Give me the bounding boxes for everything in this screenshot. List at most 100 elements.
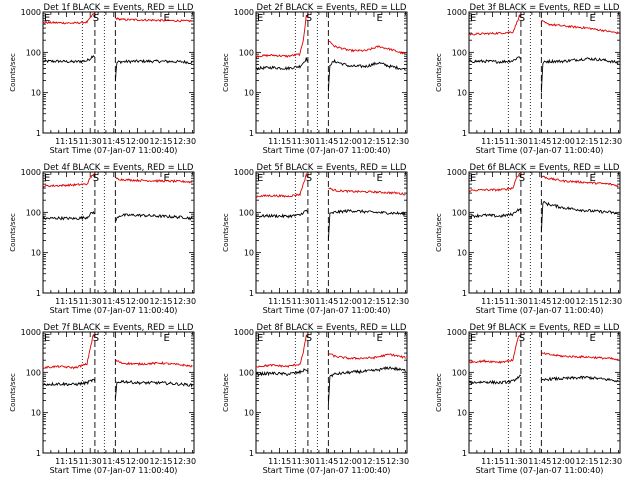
- series-events-line: [468, 208, 522, 219]
- y-tick-label: 1: [462, 289, 467, 298]
- x-axis-label: Start Time (07-Jan-07 11:00:40): [263, 466, 391, 475]
- event-marker-label: E: [470, 13, 476, 24]
- series-lld-line: [328, 352, 406, 360]
- y-axis-label: Counts/sec: [9, 213, 17, 252]
- series-lld-line: [468, 334, 522, 364]
- y-tick-label: 100: [26, 48, 41, 57]
- x-tick-label: 12:15: [575, 457, 598, 466]
- event-marker-label: S: [519, 13, 525, 24]
- panel-title: Det 5f BLACK = Events, RED = LLD: [257, 163, 407, 173]
- series-events-line: [114, 379, 193, 400]
- x-tick-label: 12:30: [173, 137, 196, 146]
- series-events-line: [468, 374, 522, 386]
- x-tick-label: 11:45: [102, 137, 125, 146]
- y-tick-label: 100: [26, 208, 41, 217]
- series-lld-line: [328, 40, 406, 55]
- y-tick-label: 1: [462, 129, 467, 138]
- x-tick-label: 12:00: [126, 137, 149, 146]
- y-tick-label: 100: [452, 208, 467, 217]
- series-lld-line: [42, 172, 96, 188]
- x-tick-label: 12:00: [339, 297, 362, 306]
- panel-det-7f: Det 7f BLACK = Events, RED = LLD 1 10 100 10…: [9, 323, 196, 475]
- x-axis-label: Start Time (07-Jan-07 11:00:40): [476, 146, 604, 155]
- x-tick-label: 12:00: [552, 297, 575, 306]
- x-tick-label: 12:15: [362, 137, 385, 146]
- x-tick-label: 11:15: [481, 457, 504, 466]
- x-tick-label: 11:15: [55, 137, 78, 146]
- x-tick-label: 11:45: [528, 457, 551, 466]
- y-tick-label: 1: [36, 289, 41, 298]
- series-lld-line: [541, 19, 619, 35]
- x-tick-label: 12:00: [552, 457, 575, 466]
- x-tick-label: 11:45: [315, 137, 338, 146]
- event-marker-label: E: [377, 13, 383, 24]
- x-tick-label: 12:15: [149, 137, 172, 146]
- event-marker-label: E: [590, 13, 596, 24]
- y-tick-label: 1000: [447, 168, 467, 177]
- series-events-line: [255, 57, 308, 71]
- panel-title: Det 7f BLACK = Events, RED = LLD: [44, 323, 194, 333]
- panel-title: Det 1f BLACK = Events, RED = LLD: [44, 3, 194, 13]
- x-tick-label: 12:30: [599, 457, 622, 466]
- event-marker-label: S: [93, 333, 99, 344]
- panel-title: Det 6f BLACK = Events, RED = LLD: [470, 163, 620, 173]
- series-lld-line: [255, 172, 309, 198]
- x-tick-label: 12:00: [552, 137, 575, 146]
- y-tick-label: 1: [36, 129, 41, 138]
- x-axis-label: Start Time (07-Jan-07 11:00:40): [263, 306, 391, 315]
- event-marker-label: S: [306, 333, 312, 344]
- x-tick-label: 12:15: [575, 297, 598, 306]
- event-marker-label: E: [377, 173, 383, 184]
- x-tick-label: 12:30: [386, 457, 409, 466]
- event-marker-label: S: [306, 13, 312, 24]
- x-tick-label: 11:45: [102, 297, 125, 306]
- x-tick-label: 11:30: [292, 297, 315, 306]
- plot-frame: [42, 11, 195, 134]
- y-tick-label: 1: [249, 449, 254, 458]
- y-axis-label: Counts/sec: [435, 53, 443, 92]
- event-marker-label: S: [93, 173, 99, 184]
- x-tick-label: 11:30: [292, 457, 315, 466]
- y-tick-label: 1: [249, 289, 254, 298]
- series-lld-line: [256, 334, 309, 368]
- series-lld-line: [42, 12, 96, 25]
- x-axis-label: Start Time (07-Jan-07 11:00:40): [476, 466, 604, 475]
- event-marker-label: S: [93, 13, 99, 24]
- panel-det-6f: Det 6f BLACK = Events, RED = LLD 1 10 100 10…: [435, 163, 622, 315]
- event-marker-label: E: [590, 173, 596, 184]
- plot-frame: [468, 11, 621, 134]
- series-events-line: [327, 208, 406, 241]
- y-tick-label: 100: [26, 368, 41, 377]
- series-events-line: [540, 57, 619, 93]
- x-tick-label: 11:15: [55, 297, 78, 306]
- x-tick-label: 11:15: [268, 457, 291, 466]
- panel-det-1f: Det 1f BLACK = Events, RED = LLD 1 10 100 10…: [9, 3, 196, 155]
- plot-frame: [468, 331, 621, 454]
- event-marker-label: E: [44, 173, 50, 184]
- y-tick-label: 1000: [234, 8, 254, 17]
- x-tick-label: 11:30: [79, 457, 102, 466]
- x-tick-label: 11:30: [505, 457, 528, 466]
- y-tick-label: 10: [457, 89, 467, 98]
- series-events-line: [114, 58, 193, 82]
- y-tick-label: 100: [452, 48, 467, 57]
- y-axis-label: Counts/sec: [9, 373, 17, 412]
- x-tick-label: 12:00: [126, 457, 149, 466]
- y-tick-label: 1000: [234, 168, 254, 177]
- x-axis-label: Start Time (07-Jan-07 11:00:40): [50, 306, 178, 315]
- y-tick-label: 1000: [21, 168, 41, 177]
- series-events-line: [541, 375, 619, 383]
- x-tick-label: 11:45: [528, 297, 551, 306]
- y-tick-label: 10: [457, 249, 467, 258]
- series-events-line: [115, 213, 193, 222]
- y-tick-label: 1000: [21, 8, 41, 17]
- series-lld-line: [42, 333, 96, 370]
- x-tick-label: 11:30: [292, 137, 315, 146]
- event-marker-label: E: [44, 13, 50, 24]
- x-tick-label: 11:15: [481, 297, 504, 306]
- y-tick-label: 10: [244, 409, 254, 418]
- plot-frame: [255, 331, 408, 454]
- event-marker-label: S: [519, 173, 525, 184]
- x-tick-label: 12:30: [173, 457, 196, 466]
- event-marker-label: E: [257, 173, 263, 184]
